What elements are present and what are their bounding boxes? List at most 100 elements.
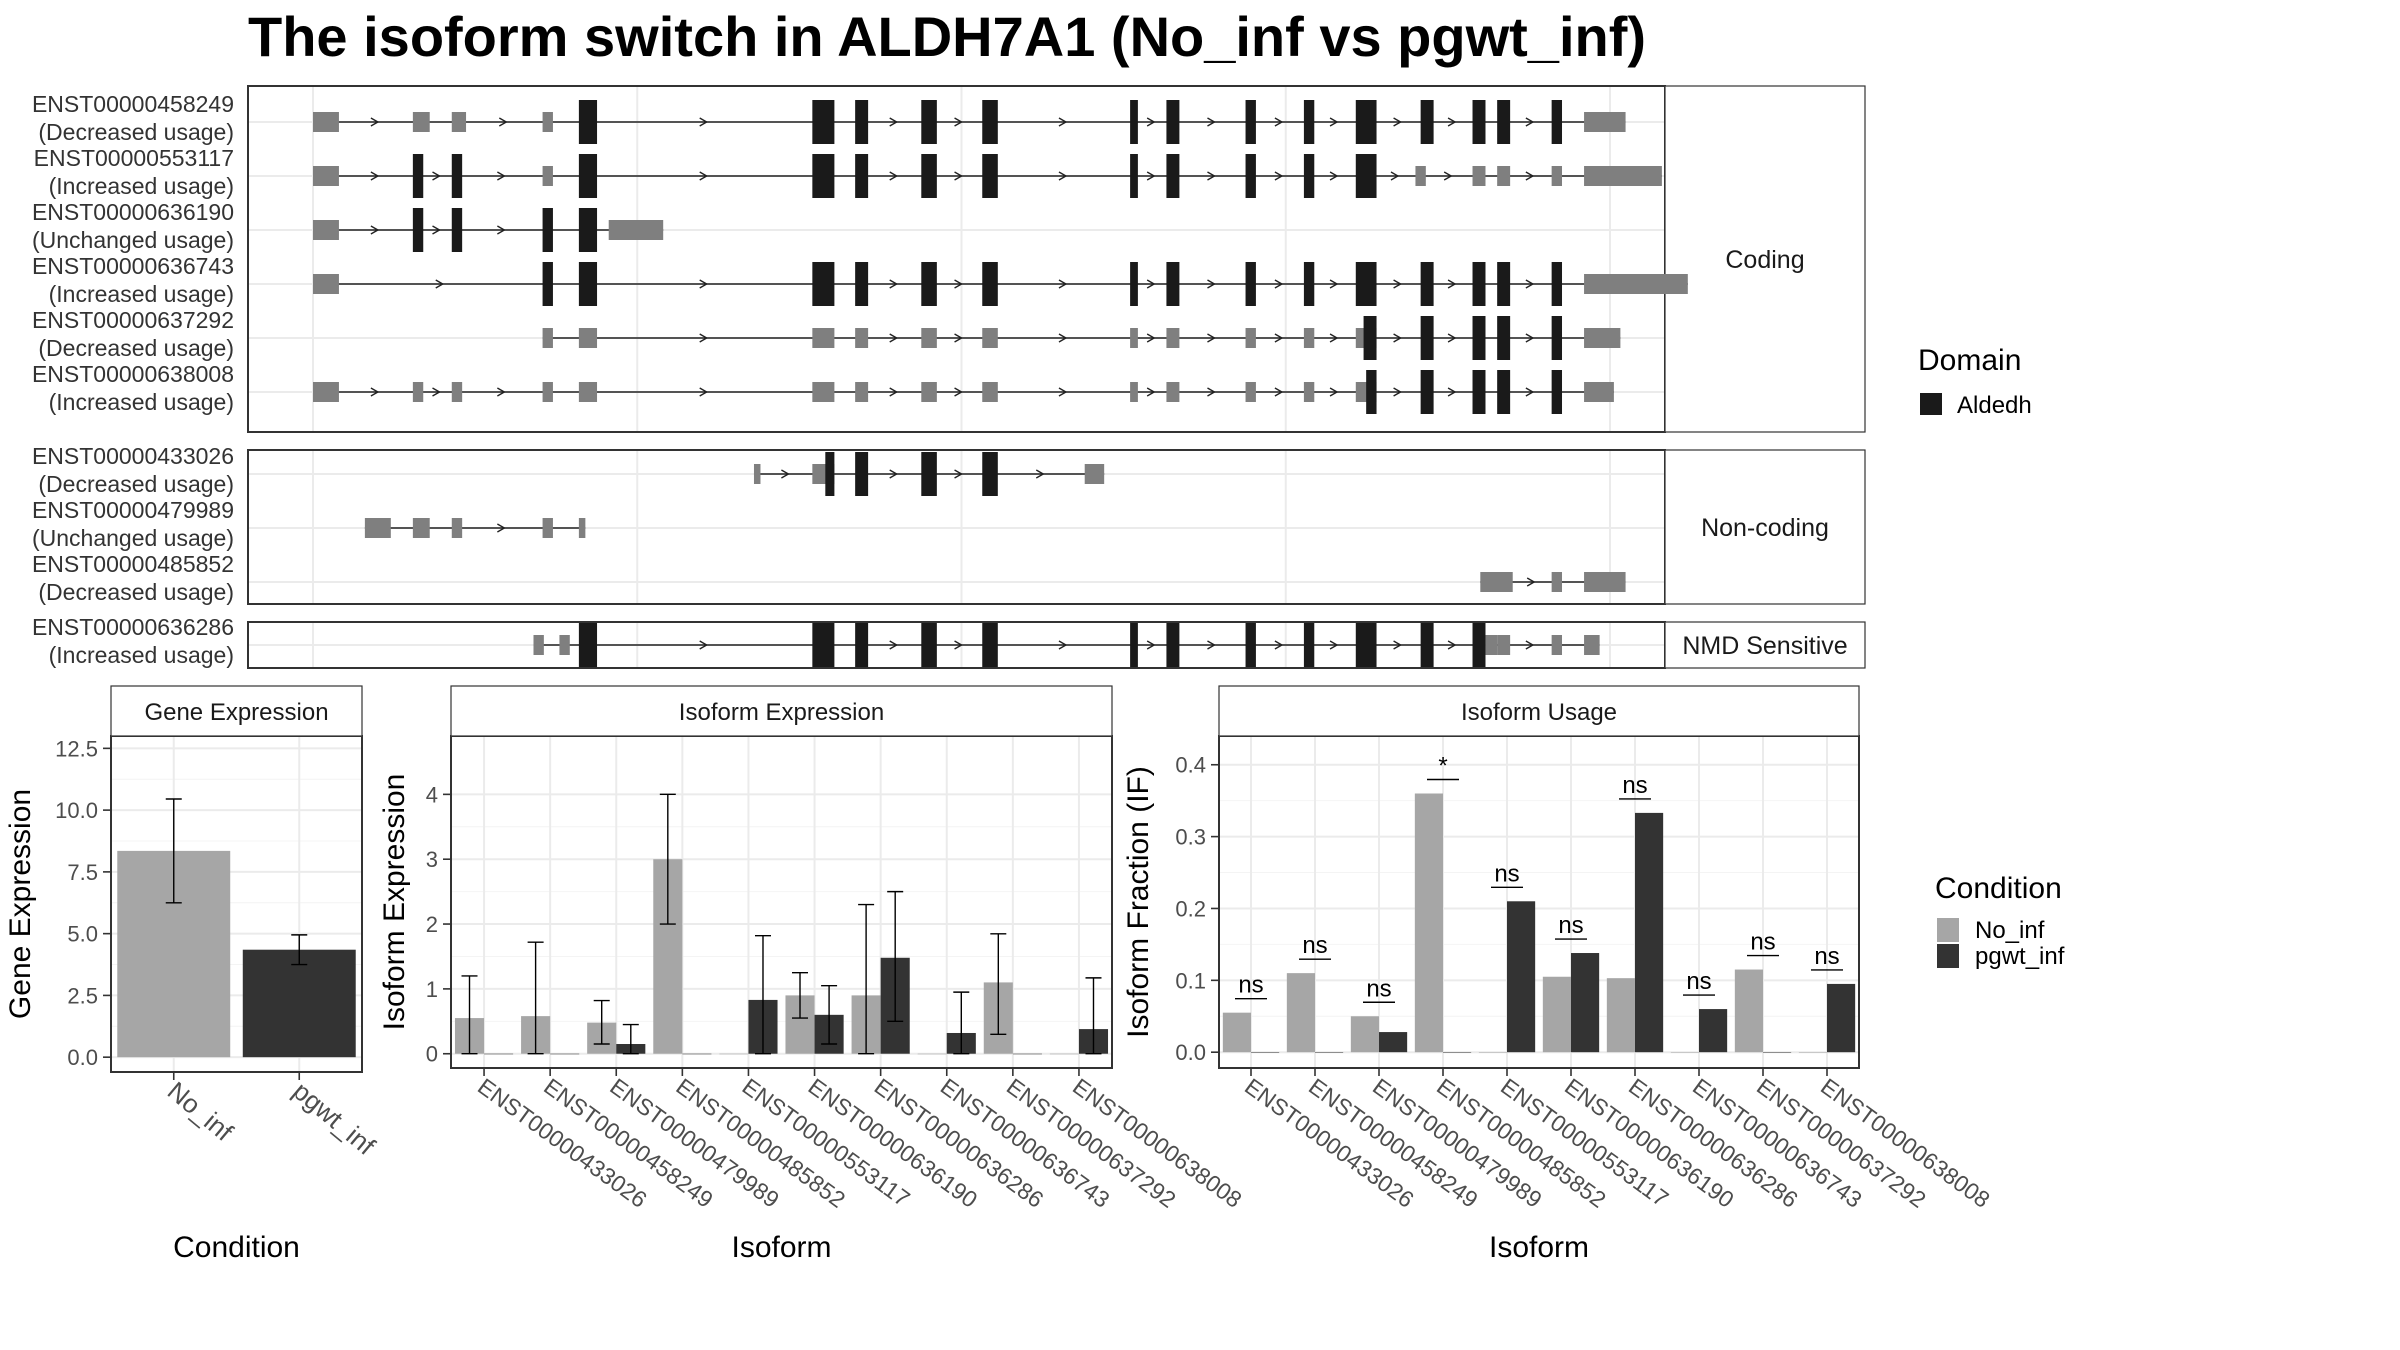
- exon-domain: [1472, 370, 1486, 414]
- exon-utr: [578, 382, 598, 402]
- exon-domain: [1130, 262, 1138, 306]
- panel-strip-title: Isoform Usage: [1461, 699, 1617, 726]
- exon-utr: [1584, 328, 1621, 348]
- exon-domain: [542, 262, 553, 306]
- exon-domain: [1551, 316, 1563, 360]
- isoform-usage-label: (Decreased usage): [38, 471, 234, 497]
- exon-utr: [1497, 166, 1511, 186]
- exon-utr: [1415, 166, 1426, 186]
- isoform-id-label: ENST00000637292: [32, 307, 234, 333]
- intron-arrow: [1146, 117, 1156, 127]
- intron-arrow: [1274, 279, 1284, 289]
- isoform-id-label: ENST00000553117: [34, 145, 234, 171]
- bar: [1798, 1052, 1827, 1053]
- panel-strip: [450, 685, 1113, 737]
- intron-arrow: [497, 225, 506, 235]
- structure-strip: [1664, 621, 1866, 669]
- exon-domain: [812, 154, 835, 198]
- y-tick-label: 10.0: [55, 798, 98, 823]
- exon-domain: [1551, 370, 1563, 414]
- x-axis-title: Isoform: [1489, 1231, 1589, 1264]
- exon-utr: [313, 382, 339, 402]
- intron-arrow: [1329, 171, 1339, 181]
- intron-arrow: [1058, 171, 1068, 181]
- intron-arrow: [1447, 333, 1457, 343]
- exon-domain: [1363, 316, 1377, 360]
- exon-domain: [1130, 623, 1138, 667]
- exon-domain: [921, 262, 937, 306]
- exon-utr: [1472, 166, 1486, 186]
- intron-arrow: [1058, 117, 1068, 127]
- domain-legend: Domain Aldedh: [1918, 344, 2032, 419]
- x-axis-title: Isoform: [731, 1231, 831, 1264]
- exon-utr: [1303, 382, 1315, 402]
- intron-arrow: [954, 171, 963, 181]
- y-tick-label: 1: [426, 977, 438, 1002]
- isoform-usage-label: (Increased usage): [49, 173, 234, 199]
- intron-arrow: [1393, 117, 1403, 127]
- condition-legend-label: No_inf: [1975, 917, 2045, 944]
- intron-arrow: [497, 171, 506, 181]
- x-axis-title: Condition: [173, 1231, 300, 1264]
- bar: [1222, 1012, 1251, 1053]
- exon-utr: [578, 328, 598, 348]
- exon-utr: [1084, 464, 1105, 484]
- exon-utr: [533, 635, 544, 655]
- significance-label: ns: [1814, 943, 1839, 970]
- exon-domain: [1303, 262, 1315, 306]
- exon-utr: [1584, 382, 1614, 402]
- intron-arrow: [1447, 117, 1457, 127]
- intron-arrow: [889, 469, 899, 479]
- structure-strip: [1664, 85, 1866, 433]
- intron-arrow: [1526, 577, 1536, 587]
- isoform-id-label: ENST00000479989: [32, 497, 234, 523]
- significance-label: ns: [1238, 972, 1263, 999]
- bar: [719, 1053, 749, 1055]
- exon-utr: [1130, 328, 1138, 348]
- y-tick-label: 2.5: [67, 983, 98, 1008]
- bar: [1414, 793, 1443, 1053]
- exon-utr: [542, 328, 553, 348]
- exon-domain: [1497, 100, 1511, 144]
- exon-utr: [313, 112, 339, 132]
- x-tick-label: pgwt_inf: [287, 1076, 381, 1162]
- exon-utr: [855, 328, 869, 348]
- intron-arrow: [1525, 387, 1535, 397]
- bar: [1699, 1009, 1728, 1053]
- y-tick-label: 0.3: [1175, 825, 1206, 850]
- bar: [1315, 1052, 1344, 1053]
- exon-domain: [1366, 370, 1377, 414]
- isoform-id-label: ENST00000433026: [32, 443, 234, 469]
- isoform-usage-label: (Decreased usage): [38, 579, 234, 605]
- exon-domain: [1355, 154, 1377, 198]
- exon-utr: [1551, 166, 1563, 186]
- y-axis-title: Gene Expression: [4, 789, 37, 1019]
- exon-domain: [1420, 100, 1434, 144]
- intron-arrow: [954, 640, 963, 650]
- structure-strip: [1664, 449, 1866, 605]
- exon-utr: [753, 464, 761, 484]
- intron-arrow: [699, 171, 709, 181]
- intron-arrow: [1274, 640, 1284, 650]
- exon-domain: [855, 100, 869, 144]
- bar: [1606, 978, 1635, 1053]
- intron-arrow: [1207, 117, 1216, 127]
- y-axis-title: Isoform Expression: [378, 774, 411, 1031]
- y-tick-label: 12.5: [55, 736, 98, 761]
- intron-arrow: [370, 387, 380, 397]
- exon-utr: [1166, 382, 1180, 402]
- significance-label: ns: [1366, 975, 1391, 1002]
- intron-arrow: [1207, 171, 1216, 181]
- exon-domain: [1355, 100, 1377, 144]
- intron-arrow: [1525, 333, 1535, 343]
- y-tick-label: 0.0: [1175, 1040, 1206, 1065]
- y-tick-label: 7.5: [67, 860, 98, 885]
- intron-arrow: [1274, 117, 1284, 127]
- exon-domain: [1551, 262, 1563, 306]
- y-tick-label: 3: [426, 847, 438, 872]
- domain-legend-title: Domain: [1918, 344, 2021, 377]
- exon-domain: [1130, 100, 1138, 144]
- exon-domain: [1472, 100, 1486, 144]
- exon-utr: [364, 518, 391, 538]
